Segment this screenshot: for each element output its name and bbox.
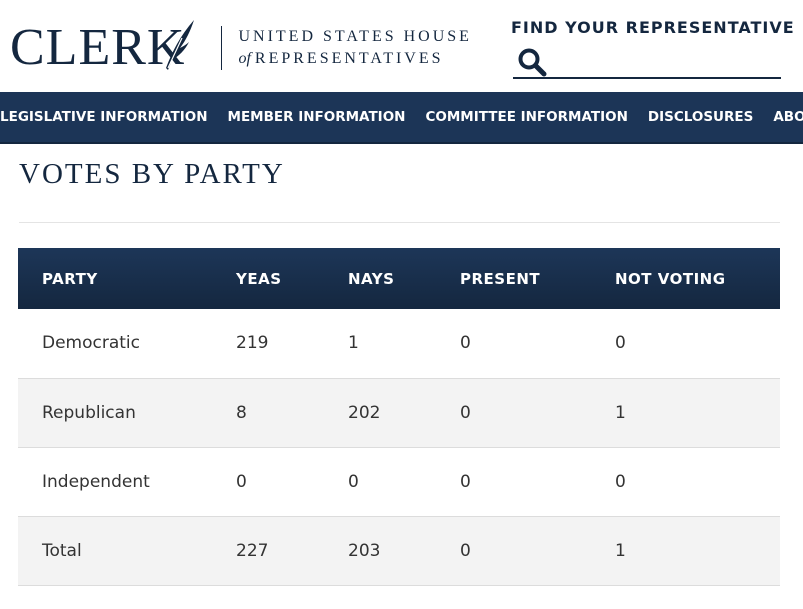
main-nav-items: LEGISLATIVE INFORMATION MEMBER INFORMATI… [0,92,803,142]
logo-wordmark: CLERK [10,19,186,76]
cell-yeas: 219 [236,333,269,354]
votes-by-party-table: PARTY YEAS NAYS PRESENT NOT VOTING Democ… [18,248,780,586]
table-row: Democratic 219 1 0 0 [18,309,780,378]
cell-present: 0 [460,333,471,354]
find-representative-input[interactable] [553,43,775,77]
logo-subtitle: UNITED STATES HOUSE of REPRESENTATIVES [238,26,472,70]
nav-about-the-clerk[interactable]: ABOUT THE CLERK [773,109,803,125]
cell-not-voting: 1 [615,402,626,423]
table-header: PARTY YEAS NAYS PRESENT NOT VOTING [18,248,780,309]
logo-subtitle-line2: of REPRESENTATIVES [238,48,472,70]
cell-party: Total [42,540,82,561]
table-row: Republican 8 202 0 1 [18,378,780,447]
cell-yeas: 227 [236,540,269,561]
page-title: VOTES BY PARTY [19,158,285,190]
cell-yeas: 8 [236,402,247,423]
nav-committee-information[interactable]: COMMITTEE INFORMATION [425,109,628,125]
table-header-row: PARTY YEAS NAYS PRESENT NOT VOTING [18,248,780,309]
cell-nays: 203 [348,540,381,561]
cell-nays: 0 [348,471,359,492]
cell-present: 0 [460,402,471,423]
col-header-yeas: YEAS [236,269,282,288]
cell-present: 0 [460,540,471,561]
nav-legislative-information[interactable]: LEGISLATIVE INFORMATION [0,109,208,125]
cell-not-voting: 0 [615,333,626,354]
cell-party: Republican [42,402,136,423]
title-divider [19,222,780,223]
cell-yeas: 0 [236,471,247,492]
table-row: Independent 0 0 0 0 [18,447,780,516]
site-header: CLERK UNITED STATES HOUSE of REPRESENTATI… [0,0,803,92]
logo-representatives: REPRESENTATIVES [254,50,444,67]
col-header-party: PARTY [42,269,98,288]
logo-of: of [238,50,251,67]
cell-present: 0 [460,471,471,492]
logo-subtitle-line1: UNITED STATES HOUSE [238,28,472,45]
cell-not-voting: 1 [615,540,626,561]
cell-not-voting: 0 [615,471,626,492]
col-header-nays: NAYS [348,269,395,288]
quill-icon [166,20,194,70]
nav-member-information[interactable]: MEMBER INFORMATION [227,109,406,125]
logo-divider [221,26,223,70]
cell-nays: 202 [348,402,381,423]
col-header-present: PRESENT [460,269,541,288]
table-body: Democratic 219 1 0 0 Republican 8 202 0 … [18,309,780,585]
cell-party: Independent [42,471,150,492]
cell-party: Democratic [42,333,140,354]
find-representative-label: FIND YOUR REPRESENTATIVE [511,18,795,37]
search-icon[interactable] [517,47,547,77]
table-row-total: Total 227 203 0 1 [18,516,780,585]
clerk-logo[interactable]: CLERK UNITED STATES HOUSE of REPRESENTATI… [10,19,472,76]
cell-nays: 1 [348,333,359,354]
col-header-not-voting: NOT VOTING [615,269,726,288]
find-representative-box [513,43,781,79]
find-representative: FIND YOUR REPRESENTATIVE [511,18,795,79]
nav-disclosures[interactable]: DISCLOSURES [647,109,754,125]
main-nav: LEGISLATIVE INFORMATION MEMBER INFORMATI… [0,92,803,144]
